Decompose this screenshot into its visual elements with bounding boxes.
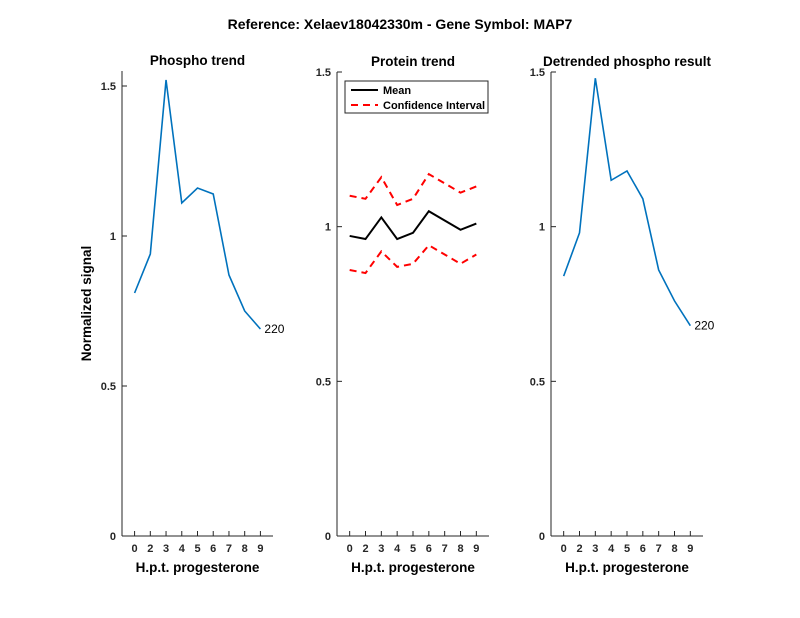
x-tick-label: 9 xyxy=(257,543,263,555)
x-tick-label: 5 xyxy=(410,543,416,555)
x-tick-label: 3 xyxy=(378,543,384,555)
x-tick-label: 6 xyxy=(640,543,646,555)
panel-title: Protein trend xyxy=(371,54,455,69)
x-tick-label: 9 xyxy=(687,543,693,555)
x-tick-label: 8 xyxy=(671,543,677,555)
x-tick-label: 3 xyxy=(163,543,169,555)
legend-label: Mean xyxy=(383,85,411,97)
legend-box xyxy=(344,80,489,114)
y-tick-label: 0 xyxy=(325,531,331,543)
series-line-confidence-interval-1 xyxy=(349,172,477,207)
end-label: 220 xyxy=(694,319,714,333)
panel-title: Detrended phospho result xyxy=(543,54,712,69)
x-tick-label: 0 xyxy=(561,543,567,555)
end-label: 220 xyxy=(264,322,284,336)
x-tick-label: 8 xyxy=(457,543,463,555)
x-tick-label: 6 xyxy=(426,543,432,555)
series-line-phospho-0 xyxy=(562,78,692,327)
y-tick-label: 0.5 xyxy=(101,381,116,393)
x-tick-label: 2 xyxy=(147,543,153,555)
y-axis-label: Normalized signal xyxy=(79,246,94,362)
panel-title: Phospho trend xyxy=(150,53,245,68)
y-tick-label: 0 xyxy=(539,531,545,543)
x-tick-label: 6 xyxy=(210,543,216,555)
x-tick-label: 9 xyxy=(473,543,479,555)
legend: Mean Confidence Interval xyxy=(344,80,489,114)
y-tick-label: 0.5 xyxy=(530,376,545,388)
x-tick-label: 2 xyxy=(362,543,368,555)
x-tick-label: 4 xyxy=(179,543,186,555)
x-tick-label: 0 xyxy=(347,543,353,555)
y-tick-label: 1 xyxy=(325,222,331,234)
x-tick-label: 7 xyxy=(656,543,662,555)
figure-title: Reference: Xelaev18042330m - Gene Symbol… xyxy=(228,16,573,32)
y-tick-label: 0.5 xyxy=(316,376,331,388)
y-tick-label: 1 xyxy=(110,231,116,243)
x-tick-label: 0 xyxy=(132,543,138,555)
x-tick-label: 5 xyxy=(194,543,200,555)
y-tick-label: 1.5 xyxy=(101,81,116,93)
y-tick-label: 1 xyxy=(539,222,545,234)
legend-label: Confidence Interval xyxy=(383,100,485,112)
x-tick-label: 2 xyxy=(576,543,582,555)
x-tick-label: 8 xyxy=(242,543,248,555)
x-tick-label: 5 xyxy=(624,543,630,555)
x-tick-label: 4 xyxy=(608,543,615,555)
y-tick-label: 0 xyxy=(110,531,116,543)
x-axis-label: H.p.t. progesterone xyxy=(565,560,689,575)
series-line-mean-0 xyxy=(349,209,477,241)
x-tick-label: 7 xyxy=(226,543,232,555)
y-tick-label: 1.5 xyxy=(316,67,331,79)
x-tick-label: 4 xyxy=(394,543,401,555)
x-tick-label: 3 xyxy=(592,543,598,555)
series-line-phospho-0 xyxy=(133,79,262,330)
x-axis-label: H.p.t. progesterone xyxy=(136,560,260,575)
y-tick-label: 1.5 xyxy=(530,67,545,79)
x-axis-label: H.p.t. progesterone xyxy=(351,560,475,575)
x-tick-label: 7 xyxy=(442,543,448,555)
series-line-confidence-interval-2 xyxy=(349,243,477,275)
